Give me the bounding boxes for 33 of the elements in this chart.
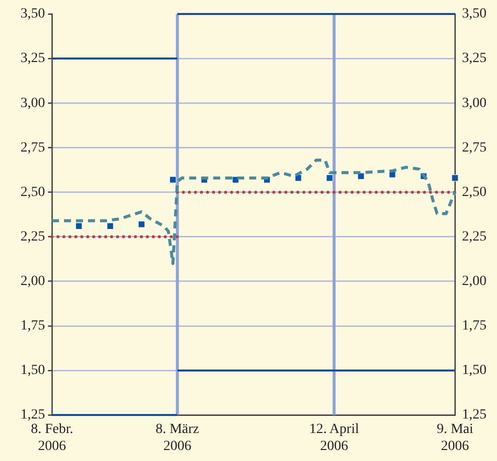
- line-series: [50, 158, 456, 266]
- y-tick-label: 1,50: [462, 363, 486, 378]
- x-tick-label: 12. April 2006: [309, 422, 360, 454]
- y2-tick-label: 2,50: [20, 184, 45, 200]
- y-tick-label: 1,25: [462, 408, 486, 423]
- y2-tick-label: 2,00: [20, 274, 45, 290]
- point: [452, 174, 458, 182]
- y2-tick-label: 2,25: [20, 229, 45, 244]
- point: [326, 174, 334, 182]
- point: [106, 222, 114, 230]
- y2-tick-label: 3,25: [20, 51, 45, 66]
- point: [294, 174, 302, 182]
- y-tick-label: 2,75: [462, 140, 486, 156]
- y-tick-label: 2,00: [462, 274, 486, 290]
- point: [358, 172, 364, 180]
- y2-tick-label: 1,50: [20, 363, 45, 378]
- y-tick-label: 1,75: [462, 318, 486, 334]
- y-tick-label: 3,50: [462, 6, 486, 22]
- point: [138, 220, 145, 228]
- x-tick-label: 8. März 2006: [156, 422, 200, 454]
- y-tick-label: 3,00: [462, 96, 486, 111]
- y2-tick-label: 1,75: [20, 318, 45, 334]
- y-tick-label: 2,50: [462, 184, 486, 200]
- x-tick-label: 9. Mai 2006: [436, 422, 474, 454]
- point: [169, 176, 176, 184]
- y2-tick-label: 1,25: [20, 408, 45, 423]
- y2-tick-label: 3,00: [20, 96, 45, 111]
- point: [75, 222, 82, 230]
- y2-tick-label: 2,75: [20, 140, 45, 156]
- y-tick-label: 3,25: [462, 51, 486, 66]
- y2-tick-label: 3,50: [20, 6, 45, 22]
- y-tick-label: 2,25: [462, 229, 486, 244]
- x-tick-label: 8. Febr. 2006: [30, 422, 74, 454]
